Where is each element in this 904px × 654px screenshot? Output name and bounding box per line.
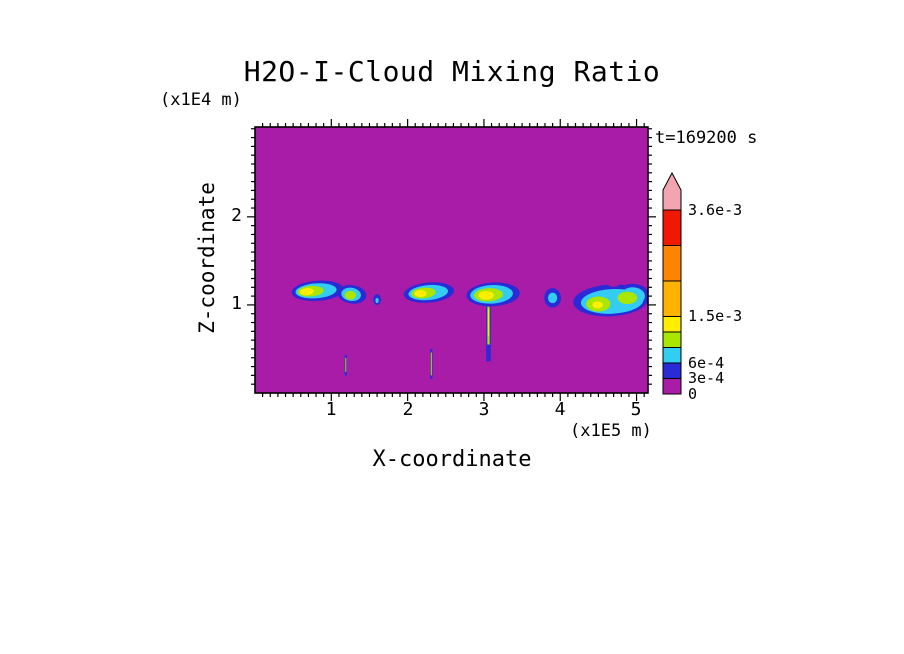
contour-layer: [487, 309, 490, 336]
plot-frame: [254, 126, 649, 394]
x-tick-label: 5: [630, 399, 642, 420]
colorbar-label: 3e-4: [688, 369, 725, 387]
x-axis-title: X-coordinate: [372, 447, 532, 472]
contour-layer: [414, 289, 427, 297]
colorbar-segment: [662, 362, 682, 379]
cloud-a-west: [291, 280, 344, 302]
contour-layer: [300, 288, 314, 296]
colorbar-segment: [662, 280, 682, 317]
colorbar-label: 0: [688, 385, 698, 403]
colorbar-segment: [662, 209, 682, 246]
contour-layer: [375, 297, 379, 304]
contour-layer: [606, 277, 621, 287]
chart-title: H2O-I-Cloud Mixing Ratio: [243, 55, 661, 88]
colorbar-label: 3.6e-3: [688, 201, 743, 219]
colorbar-label: 6e-4: [688, 354, 725, 372]
cloud-c: [466, 282, 520, 362]
colorbar-segment: [662, 347, 682, 364]
x-tick-label: 3: [478, 399, 490, 420]
x-tick-label: 2: [402, 399, 414, 420]
contour-layer: [592, 301, 603, 309]
contour-layer: [478, 290, 494, 300]
contour-layer: [344, 290, 357, 300]
plot-background: [255, 127, 648, 393]
cloud-a-east: [337, 284, 367, 304]
colorbar: [662, 171, 682, 395]
contour-layer: [345, 357, 347, 372]
colorbar-segment: [662, 316, 682, 333]
y-tick-label: 1: [231, 293, 242, 314]
y-tick-label: 2: [231, 205, 242, 226]
y-axis-unit-label: (x1E4 m): [160, 90, 242, 110]
colorbar-segment: [662, 331, 682, 348]
cloud-field: [291, 277, 648, 379]
colorbar-segment: [662, 378, 682, 395]
contour-layer: [430, 352, 432, 376]
contour-layer: [548, 292, 558, 304]
streak-mid: [430, 348, 433, 379]
speck-a: [373, 294, 381, 306]
cloud-d: [544, 288, 562, 308]
colorbar-over-arrow: [662, 171, 682, 211]
colorbar-segment: [662, 245, 682, 282]
cloud-b: [403, 282, 455, 303]
cloud-e: [573, 277, 648, 317]
x-axis-unit-label: (x1E5 m): [570, 421, 652, 441]
x-tick-label: 4: [554, 399, 566, 420]
colorbar-label: 1.5e-3: [688, 307, 743, 325]
x-tick-label: 1: [325, 399, 337, 420]
streak-west: [344, 355, 347, 376]
time-annotation: t=169200 s: [655, 128, 758, 148]
contour-layer: [617, 291, 638, 305]
